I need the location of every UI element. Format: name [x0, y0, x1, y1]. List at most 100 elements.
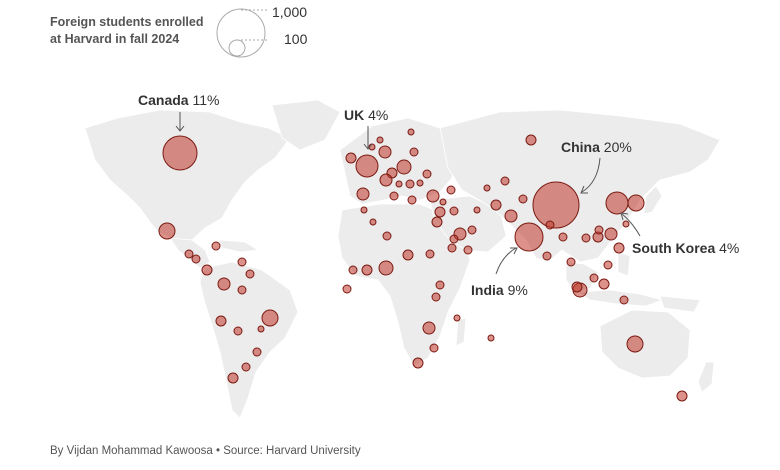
- legend-size-key: [216, 8, 269, 58]
- land-new-guinea: [659, 295, 701, 313]
- country-bubble: [201, 264, 213, 276]
- country-bubble: [619, 295, 629, 305]
- country-bubble: [409, 147, 419, 157]
- country-bubble: [566, 257, 576, 267]
- country-bubble: [626, 335, 644, 353]
- country-bubble: [261, 309, 279, 327]
- canada-arrowhead: [175, 125, 185, 132]
- country-bubble: [356, 187, 370, 201]
- country-bubble: [369, 218, 377, 226]
- country-bubble: [412, 357, 424, 369]
- canada-pct: 11%: [192, 92, 220, 108]
- legend-title: Foreign students enrolled at Harvard in …: [50, 15, 204, 46]
- country-bubble: [447, 243, 457, 253]
- south-korea-name: South Korea: [632, 240, 716, 256]
- china-name: China: [561, 139, 600, 155]
- country-bubble: [348, 265, 358, 275]
- land-greenland: [271, 99, 341, 151]
- country-bubble: [518, 194, 528, 204]
- south-korea-arrowhead: [620, 212, 629, 221]
- country-bubble: [483, 184, 491, 192]
- country-bubble: [241, 362, 251, 372]
- country-bubble: [429, 343, 439, 353]
- country-bubble: [434, 206, 446, 218]
- south-korea-label: South Korea 4%: [632, 240, 739, 256]
- south-korea-arrow: [621, 213, 641, 237]
- country-bubble: [622, 220, 630, 228]
- country-bubble: [532, 181, 580, 229]
- country-bubble: [449, 234, 459, 244]
- country-bubble: [407, 128, 415, 136]
- country-bubble: [435, 280, 445, 290]
- land-madagascar: [455, 317, 467, 347]
- country-bubble: [360, 206, 368, 214]
- country-bubble: [382, 231, 392, 241]
- country-bubble: [514, 222, 544, 252]
- country-bubble: [184, 249, 194, 259]
- china-pct: 20%: [603, 139, 632, 155]
- land-philippines: [617, 251, 631, 277]
- country-bubble: [439, 198, 447, 206]
- country-bubble: [581, 233, 591, 243]
- country-bubble: [431, 292, 441, 302]
- uk-arrowhead: [363, 143, 373, 150]
- land-australia: [599, 309, 691, 379]
- annotation-arrows: [175, 112, 641, 275]
- country-bubble: [402, 249, 414, 261]
- country-bubble: [217, 277, 231, 291]
- country-bubble: [500, 176, 510, 186]
- country-bubble: [215, 315, 227, 327]
- country-bubble: [405, 179, 415, 189]
- country-bubble: [603, 260, 613, 270]
- country-bubble: [345, 152, 357, 164]
- country-bubble: [431, 216, 443, 228]
- country-bubble: [463, 245, 473, 255]
- country-bubble: [525, 134, 537, 146]
- student-bubbles: [158, 128, 688, 402]
- country-bubble: [257, 325, 265, 333]
- country-bubble: [473, 206, 481, 214]
- country-bubble: [504, 209, 518, 223]
- country-bubble: [416, 179, 424, 187]
- india-name: India: [471, 282, 504, 298]
- india-label: India 9%: [471, 282, 528, 298]
- country-bubble: [396, 159, 412, 175]
- country-bubble: [378, 145, 392, 159]
- country-bubble: [237, 285, 247, 295]
- country-bubble: [426, 189, 440, 203]
- country-bubble: [158, 222, 176, 240]
- country-bubble: [627, 194, 645, 212]
- country-bubble: [571, 281, 583, 293]
- country-bubble: [490, 199, 502, 211]
- country-bubble: [589, 273, 599, 283]
- canada-name: Canada: [138, 92, 189, 108]
- land-japan: [643, 185, 663, 215]
- legend-label-small: 100: [284, 31, 308, 47]
- canada-label: Canada 11%: [138, 92, 219, 108]
- country-bubble: [422, 169, 432, 179]
- country-bubble: [467, 225, 477, 235]
- india-arrowhead: [510, 247, 518, 255]
- country-bubble: [245, 269, 255, 279]
- country-bubble: [453, 314, 461, 322]
- india-arrow: [495, 247, 517, 275]
- uk-label: UK 4%: [344, 107, 388, 123]
- country-bubble: [361, 264, 373, 276]
- land-north-america: [84, 109, 291, 247]
- country-bubble: [376, 136, 384, 144]
- country-bubble: [676, 390, 688, 402]
- legend-label-large: 1,000: [272, 4, 308, 20]
- india-pct: 9%: [507, 282, 528, 298]
- country-bubble: [613, 242, 625, 254]
- country-bubble: [355, 154, 379, 178]
- country-bubble: [162, 135, 198, 171]
- land-south-america: [199, 261, 299, 419]
- country-bubble: [389, 191, 399, 201]
- country-bubble: [252, 347, 262, 357]
- land-caribbean: [217, 239, 260, 253]
- country-bubble: [233, 326, 243, 336]
- country-bubble: [422, 321, 436, 335]
- country-bubble: [395, 180, 403, 188]
- country-bubble: [542, 251, 552, 261]
